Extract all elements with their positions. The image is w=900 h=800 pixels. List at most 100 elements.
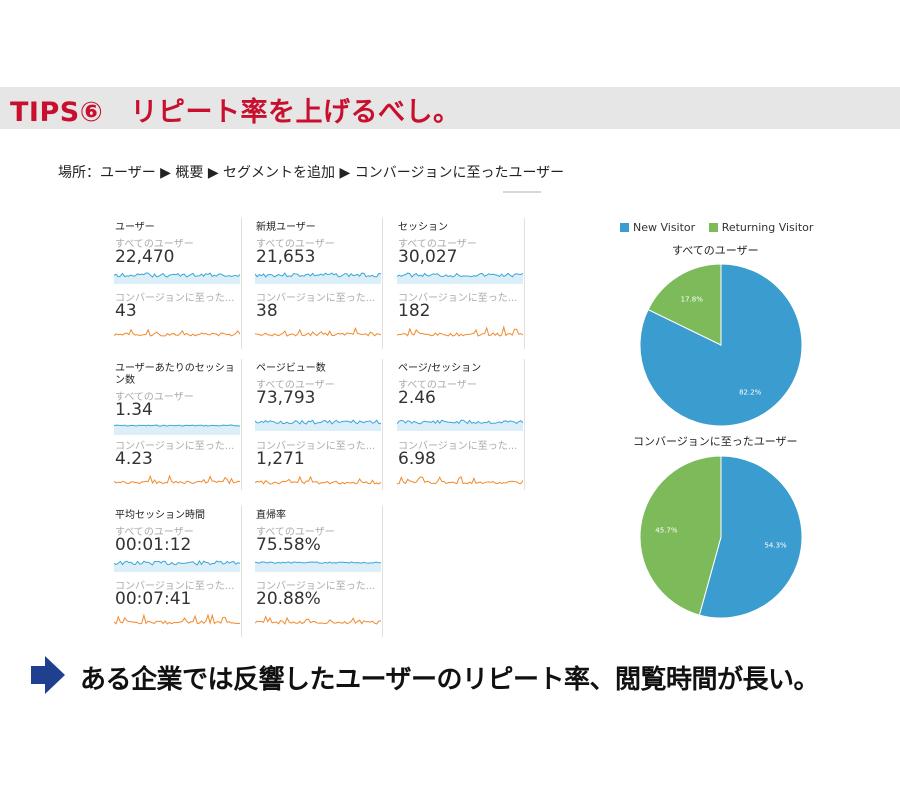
sparkline-path — [114, 328, 240, 337]
metric-card-sessions-per-user: ユーザーあたりのセッション数 すべてのユーザー 1.34 コンバージョンに至った… — [108, 359, 242, 490]
metric-card-pages-per-session: ページ/セッション すべてのユーザー 2.46 コンバージョンに至った... 6… — [391, 359, 525, 490]
legend-label: New Visitor — [633, 221, 696, 234]
sparkline-path — [255, 272, 381, 278]
pie-slice-returning-visitor — [639, 455, 722, 616]
metric-value: 75.58% — [256, 535, 321, 555]
sparkline-converted — [114, 613, 240, 626]
sparkline-all-users — [255, 561, 381, 572]
title-banner: TIPS⑥ リピート率を上げるべし。 — [0, 87, 900, 129]
legend-swatch — [708, 223, 718, 232]
metric-value: 73,793 — [256, 388, 316, 408]
segment-label: コンバージョンに至った... — [115, 293, 235, 304]
sparkline-converted — [397, 325, 523, 337]
metric-value: 21,653 — [256, 247, 316, 267]
sparkline-path — [255, 561, 381, 564]
sparkline-path — [397, 419, 523, 425]
segment-label: コンバージョンに至った... — [115, 441, 235, 452]
sparkline-converted — [255, 615, 381, 625]
sparkline-area — [114, 561, 240, 572]
arrow-right-icon — [31, 656, 65, 694]
sparkline-converted — [255, 326, 381, 337]
chart-legend: New Visitor Returning Visitor — [620, 221, 823, 234]
breadcrumb: 場所：ユーザー ▶ 概要 ▶ セグメントを追加 ▶ コンバージョンに至ったユーザ… — [58, 165, 565, 181]
metric-title: ユーザー — [115, 222, 155, 233]
metric-value: 1.34 — [115, 400, 153, 420]
pie-data-label: 17.8% — [681, 295, 704, 303]
legend-item-returning-visitor: Returning Visitor — [708, 221, 814, 234]
metric-card-avg-session-duration: 平均セッション時間 すべてのユーザー 00:01:12 コンバージョンに至った.… — [108, 506, 242, 637]
sparkline-area — [397, 273, 523, 284]
pie-data-label: 45.7% — [655, 527, 678, 535]
sparkline-path — [114, 272, 240, 278]
sparkline-all-users — [114, 560, 240, 572]
metric-card-new-users: 新規ユーザー すべてのユーザー 21,653 コンバージョンに至った... 38 — [249, 218, 383, 349]
segment-label: すべてのユーザー — [398, 380, 477, 391]
sparkline-path — [397, 325, 523, 337]
sparkline-path — [114, 560, 240, 566]
divider — [503, 191, 541, 193]
sparkline-converted — [397, 475, 523, 485]
metric-value: 38 — [256, 301, 278, 321]
metric-value: 4.23 — [115, 449, 153, 469]
segment-label: すべてのユーザー — [256, 527, 335, 538]
metric-value: 30,027 — [398, 247, 458, 267]
conclusion-text: ある企業では反響したユーザーのリピート率、閲覧時間が長い。 — [80, 665, 819, 695]
segment-label: すべてのユーザー — [256, 380, 335, 391]
metric-card-pageviews: ページビュー数 すべてのユーザー 73,793 コンバージョンに至った... 1… — [249, 359, 383, 490]
segment-label: すべてのユーザー — [115, 239, 194, 250]
pie-slice-new-visitor — [698, 455, 803, 619]
segment-label: コンバージョンに至った... — [256, 581, 376, 592]
sparkline-all-users — [255, 272, 381, 284]
sparkline-all-users — [397, 419, 523, 431]
sparkline-all-users — [397, 272, 523, 284]
sparkline-converted — [114, 474, 240, 485]
pie-chart-converted-users: 54.3% 45.7% — [639, 455, 803, 619]
metric-title: 新規ユーザー — [256, 222, 316, 233]
segment-label: コンバージョンに至った... — [398, 441, 518, 452]
sparkline-area — [114, 425, 240, 435]
legend-item-new-visitor: New Visitor — [620, 221, 695, 234]
metric-value: 1,271 — [256, 449, 305, 469]
sparkline-path — [255, 615, 381, 625]
segment-label: すべてのユーザー — [398, 239, 477, 250]
legend-swatch — [620, 223, 629, 232]
metric-card-bounce-rate: 直帰率 すべてのユーザー 75.58% コンバージョンに至った... 20.88… — [249, 506, 383, 637]
sparkline-path — [255, 419, 381, 425]
sparkline-converted — [255, 475, 381, 485]
metric-value: 00:01:12 — [115, 535, 192, 555]
segment-label: コンバージョンに至った... — [256, 293, 376, 304]
page-title: TIPS⑥ リピート率を上げるべし。 — [10, 97, 461, 128]
metric-value: 22,470 — [115, 247, 175, 267]
metric-value: 43 — [115, 301, 137, 321]
sparkline-path — [114, 424, 240, 427]
sparkline-path — [255, 326, 381, 337]
sparkline-area — [397, 420, 523, 431]
segment-label: コンバージョンに至った... — [256, 441, 376, 452]
sparkline-path — [397, 272, 523, 278]
sparkline-area — [255, 562, 381, 572]
metric-value: 20.88% — [256, 589, 321, 609]
pie-slice-returning-visitor — [647, 263, 722, 346]
pie-chart-all-users: 82.2% 17.8% — [639, 263, 803, 427]
sparkline-path — [397, 475, 523, 485]
segment-label: すべてのユーザー — [115, 392, 194, 403]
sparkline-path — [114, 613, 240, 626]
metric-value: 2.46 — [398, 388, 436, 408]
segment-label: すべてのユーザー — [256, 239, 335, 250]
sparkline-all-users — [114, 424, 240, 435]
legend-label: Returning Visitor — [721, 221, 814, 234]
pie-data-label: 54.3% — [764, 541, 787, 549]
metric-title: セッション — [398, 222, 448, 233]
metric-card-sessions: セッション すべてのユーザー 30,027 コンバージョンに至った... 182 — [391, 218, 525, 349]
sparkline-all-users — [114, 272, 240, 284]
sparkline-converted — [114, 328, 240, 337]
segment-label: コンバージョンに至った... — [398, 293, 518, 304]
metric-value: 182 — [398, 301, 431, 321]
pie-title-converted-users: コンバージョンに至ったユーザー — [633, 435, 798, 448]
pie-title-all-users: すべてのユーザー — [672, 244, 759, 257]
metric-value: 6.98 — [398, 449, 436, 469]
sparkline-path — [114, 474, 240, 485]
segment-label: すべてのユーザー — [115, 527, 194, 538]
metric-title: 平均セッション時間 — [115, 510, 205, 521]
metric-title: 直帰率 — [256, 510, 286, 521]
